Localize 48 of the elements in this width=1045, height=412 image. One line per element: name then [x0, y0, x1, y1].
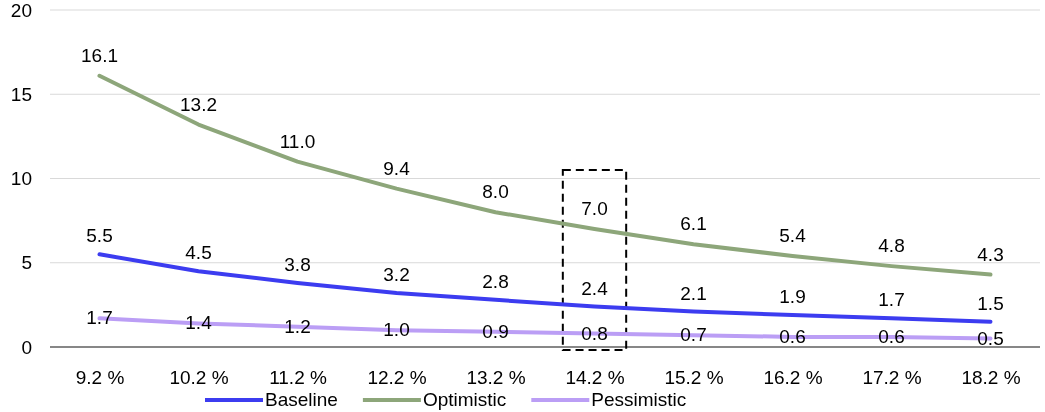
x-tick-label: 13.2 % — [466, 367, 526, 389]
data-label: 9.4 — [383, 157, 411, 179]
data-label: 5.5 — [86, 225, 113, 247]
data-label: 5.4 — [779, 225, 807, 247]
data-label: 2.4 — [581, 277, 609, 299]
data-label: 0.5 — [977, 327, 1004, 349]
data-label: 13.2 — [180, 93, 217, 115]
data-label: 0.6 — [878, 325, 905, 347]
y-tick-label: 15 — [10, 83, 32, 105]
x-tick-label: 12.2 % — [367, 367, 427, 389]
data-label: 1.9 — [779, 285, 806, 307]
data-label: 16.1 — [81, 44, 118, 66]
data-label: 2.8 — [482, 270, 509, 292]
data-label: 11.0 — [279, 130, 316, 152]
data-label: 4.5 — [185, 242, 212, 264]
legend-label: Baseline — [265, 389, 338, 410]
legend-label: Optimistic — [422, 389, 507, 410]
data-label: 2.1 — [680, 282, 707, 304]
data-label: 3.8 — [284, 253, 311, 275]
data-label: 8.0 — [482, 181, 509, 203]
data-label: 7.0 — [581, 198, 608, 220]
x-tick-label: 11.2 % — [269, 367, 327, 389]
data-label: 1.4 — [185, 312, 213, 334]
y-tick-label: 5 — [21, 252, 32, 274]
data-label: 0.6 — [779, 325, 806, 347]
data-label: 0.7 — [680, 324, 707, 346]
x-tick-label: 15.2 % — [664, 367, 724, 389]
data-label: 1.7 — [878, 289, 905, 311]
x-tick-label: 9.2 % — [75, 367, 125, 389]
data-label: 3.2 — [383, 264, 410, 286]
x-tick-label: 10.2 % — [169, 367, 229, 389]
x-tick-label: 18.2 % — [961, 367, 1021, 389]
data-label: 4.3 — [977, 243, 1004, 265]
data-label: 1.2 — [284, 315, 311, 337]
data-label: 0.8 — [581, 322, 608, 344]
y-tick-label: 10 — [10, 168, 32, 190]
data-label: 1.0 — [383, 319, 410, 341]
legend-label: Pessimistic — [591, 389, 687, 410]
data-label: 0.9 — [482, 320, 509, 342]
x-tick-label: 16.2 % — [763, 367, 823, 389]
data-label: 1.5 — [977, 292, 1004, 314]
x-tick-label: 14.2 % — [565, 367, 625, 389]
y-tick-label: 20 — [10, 0, 32, 21]
x-tick-label: 17.2 % — [862, 367, 922, 389]
data-label: 6.1 — [680, 213, 707, 235]
data-label: 1.7 — [86, 307, 113, 329]
data-label: 4.8 — [878, 235, 905, 257]
y-tick-label: 0 — [21, 336, 32, 358]
